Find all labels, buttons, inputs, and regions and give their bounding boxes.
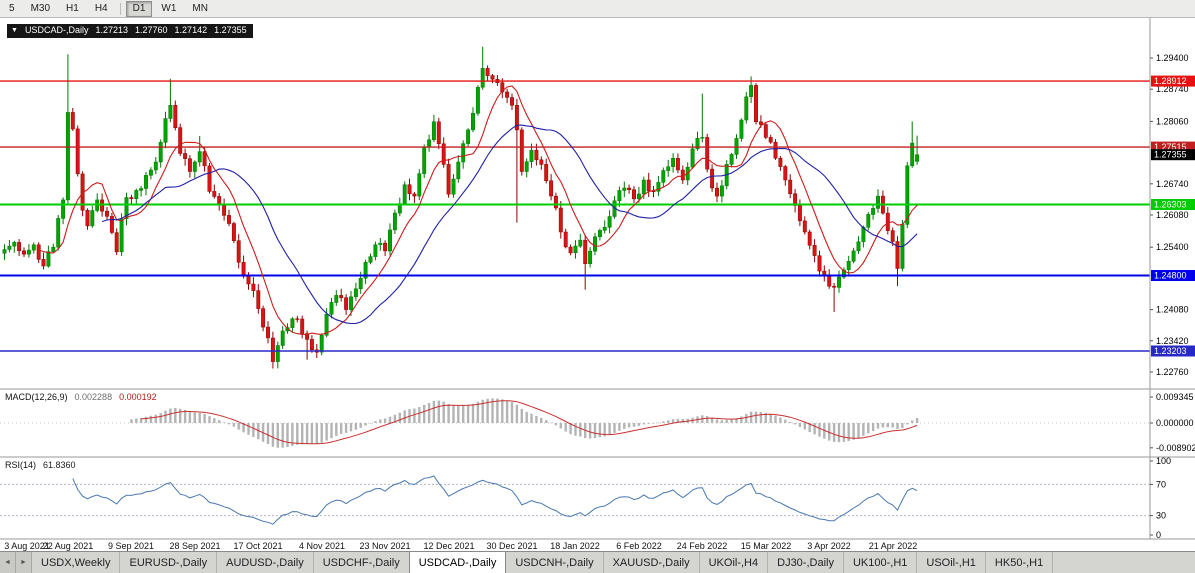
tab-hk50-h1[interactable]: HK50-,H1 — [986, 552, 1054, 573]
tab-xauusd-daily[interactable]: XAUUSD-,Daily — [604, 552, 700, 573]
svg-text:3 Apr 2022: 3 Apr 2022 — [807, 541, 851, 551]
panel-separators — [0, 18, 1195, 540]
rsi-value: 61.8360 — [43, 460, 76, 470]
tab-usdcnh-daily[interactable]: USDCNH-,Daily — [506, 552, 604, 573]
ohlc-open: 1.27213 — [95, 25, 128, 35]
timeframe-button-5[interactable]: 5 — [9, 2, 15, 14]
svg-text:23 Nov 2021: 23 Nov 2021 — [359, 541, 410, 551]
tab-audusd-daily[interactable]: AUDUSD-,Daily — [217, 552, 314, 573]
rsi-name: RSI(14) — [5, 460, 37, 470]
svg-text:4 Nov 2021: 4 Nov 2021 — [299, 541, 345, 551]
chart-tabs-bar: ◄ ► USDX,Weekly EURUSD-,Daily AUDUSD-,Daily U… — [0, 551, 1195, 573]
svg-text:1.23203: 1.23203 — [1154, 346, 1187, 356]
svg-text:1.24080: 1.24080 — [1156, 305, 1189, 315]
svg-text:100: 100 — [1156, 456, 1171, 466]
timeframe-button-h1[interactable]: H1 — [66, 2, 79, 14]
timeframe-toolbar: 5 M30 H1 H4 D1 W1 MN — [0, 0, 1195, 18]
svg-text:17 Oct 2021: 17 Oct 2021 — [233, 541, 282, 551]
svg-text:1.22760: 1.22760 — [1156, 367, 1189, 377]
timeframe-button-h4[interactable]: H4 — [94, 2, 108, 14]
svg-text:1.26080: 1.26080 — [1156, 210, 1189, 220]
svg-text:1.28912: 1.28912 — [1154, 76, 1187, 86]
tab-uk100-h1[interactable]: UK100-,H1 — [844, 552, 918, 573]
tab-eurusd-daily[interactable]: EURUSD-,Daily — [120, 552, 218, 573]
tab-usdchf-daily[interactable]: USDCHF-,Daily — [314, 552, 410, 573]
svg-text:1.28740: 1.28740 — [1156, 84, 1189, 94]
ma-fast-line — [38, 85, 918, 336]
svg-text:18 Jan 2022: 18 Jan 2022 — [550, 541, 600, 551]
tab-usdx-weekly[interactable]: USDX,Weekly — [32, 552, 121, 573]
horizontal-level-lines[interactable] — [0, 80, 1150, 352]
macd-signal-line — [141, 400, 918, 445]
chart-title-bar: ▼ USDCAD-,Daily 1.27213 1.27760 1.27142 … — [7, 24, 253, 38]
svg-text:0.009345: 0.009345 — [1156, 392, 1194, 402]
ohlc-close: 1.27355 — [214, 25, 247, 35]
svg-text:6 Feb 2022: 6 Feb 2022 — [616, 541, 662, 551]
rsi-label: RSI(14) 61.8360 — [5, 460, 76, 470]
timeframe-button-mn[interactable]: MN — [192, 2, 208, 14]
candlesticks — [2, 46, 920, 369]
price-level-badges: 1.28912 1.27515 1.26303 1.24800 1.23203 1.273… — [1151, 75, 1195, 357]
svg-text:1.26740: 1.26740 — [1156, 179, 1189, 189]
timeframe-button-d1[interactable]: D1 — [125, 0, 153, 17]
svg-text:3 Aug 2021: 3 Aug 2021 — [4, 541, 50, 551]
chart-area[interactable]: 1.29400 1.28740 1.28060 1.26740 1.26080 1.254… — [0, 18, 1195, 551]
svg-text:1.23420: 1.23420 — [1156, 336, 1189, 346]
tabs-scroll-left-icon[interactable]: ◄ — [0, 552, 16, 573]
timeframe-button-m30[interactable]: M30 — [30, 2, 51, 14]
tab-usdcad-daily[interactable]: USDCAD-,Daily — [408, 552, 507, 573]
toolbar-separator — [119, 2, 121, 15]
svg-text:1.27515: 1.27515 — [1154, 142, 1187, 152]
ohlc-high: 1.27760 — [135, 25, 168, 35]
svg-text:22 Aug 2021: 22 Aug 2021 — [43, 541, 94, 551]
price-axis[interactable]: 1.29400 1.28740 1.28060 1.26740 1.26080 1.254… — [1150, 53, 1189, 377]
svg-text:-0.008902: -0.008902 — [1156, 443, 1195, 453]
tabs-scroll-right-icon[interactable]: ► — [16, 552, 32, 573]
rsi-line — [72, 475, 918, 525]
tab-usoil-h1[interactable]: USOil-,H1 — [917, 552, 986, 573]
svg-text:9 Sep 2021: 9 Sep 2021 — [108, 541, 154, 551]
svg-text:24 Feb 2022: 24 Feb 2022 — [677, 541, 728, 551]
svg-text:21 Apr 2022: 21 Apr 2022 — [869, 541, 918, 551]
rsi-axis[interactable]: 100 70 30 0 — [1150, 456, 1171, 540]
svg-text:28 Sep 2021: 28 Sep 2021 — [169, 541, 220, 551]
svg-text:30: 30 — [1156, 511, 1166, 521]
svg-text:1.25400: 1.25400 — [1156, 242, 1189, 252]
current-price-badge — [1151, 149, 1195, 161]
svg-text:1.24800: 1.24800 — [1154, 271, 1187, 281]
timeframe-button-w1[interactable]: W1 — [161, 2, 177, 14]
macd-label: MACD(12,26,9) 0.002288 0.000192 — [5, 392, 157, 402]
svg-text:1.26303: 1.26303 — [1154, 200, 1187, 210]
ma-slow-line — [101, 124, 918, 325]
price-chart-svg[interactable]: 1.29400 1.28740 1.28060 1.26740 1.26080 1.254… — [0, 18, 1195, 551]
ohlc-low: 1.27142 — [174, 25, 208, 35]
svg-text:1.27355: 1.27355 — [1154, 150, 1187, 160]
svg-text:1.28060: 1.28060 — [1156, 116, 1189, 126]
tab-dj30-daily[interactable]: DJ30-,Daily — [768, 552, 844, 573]
symbol-menu-icon[interactable]: ▼ — [11, 27, 18, 34]
tab-ukoil-h4[interactable]: UKOil-,H4 — [700, 552, 769, 573]
svg-text:15 Mar 2022: 15 Mar 2022 — [741, 541, 792, 551]
chart-symbol-title: USDCAD-,Daily — [24, 25, 89, 35]
svg-text:1.29400: 1.29400 — [1156, 53, 1189, 63]
macd-value-main: 0.002288 — [74, 392, 113, 402]
svg-text:30 Dec 2021: 30 Dec 2021 — [486, 541, 537, 551]
svg-text:70: 70 — [1156, 479, 1166, 489]
macd-axis[interactable]: 0.009345 0.000000 -0.008902 — [1150, 392, 1195, 453]
svg-text:12 Dec 2021: 12 Dec 2021 — [423, 541, 474, 551]
svg-text:0.000000: 0.000000 — [1156, 418, 1194, 428]
macd-name: MACD(12,26,9) — [5, 392, 68, 402]
svg-text:0: 0 — [1156, 530, 1161, 540]
macd-value-signal: 0.000192 — [119, 392, 157, 402]
